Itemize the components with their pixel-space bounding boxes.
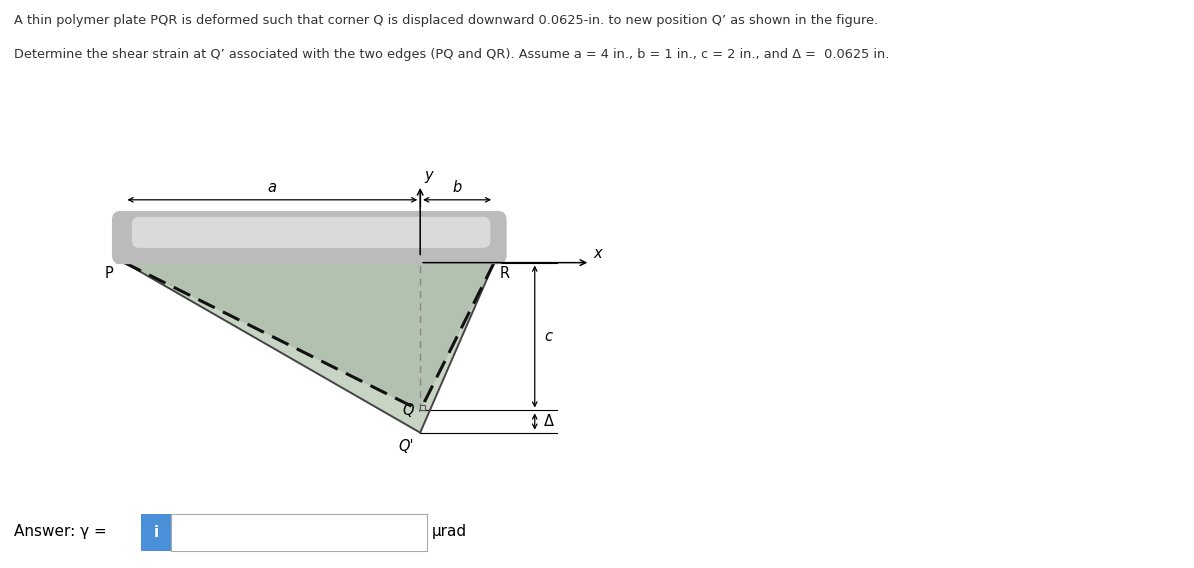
FancyBboxPatch shape xyxy=(131,217,491,248)
Text: Q': Q' xyxy=(399,438,414,454)
FancyBboxPatch shape xyxy=(115,243,504,264)
Polygon shape xyxy=(124,262,494,411)
Text: y: y xyxy=(424,168,432,183)
Text: Q: Q xyxy=(402,403,414,418)
FancyBboxPatch shape xyxy=(112,211,506,264)
Text: a: a xyxy=(267,179,277,195)
Text: μrad: μrad xyxy=(432,524,467,538)
Polygon shape xyxy=(124,262,494,433)
Text: c: c xyxy=(544,329,553,344)
Text: Determine the shear strain at Q’ associated with the two edges (PQ and QR). Assu: Determine the shear strain at Q’ associa… xyxy=(14,48,890,61)
Text: R: R xyxy=(500,266,510,281)
Text: i: i xyxy=(153,525,159,540)
Polygon shape xyxy=(124,262,494,411)
Text: Answer: γ =: Answer: γ = xyxy=(14,524,107,538)
Text: x: x xyxy=(593,246,603,261)
Text: Δ: Δ xyxy=(544,414,554,429)
Polygon shape xyxy=(420,406,425,411)
Text: P: P xyxy=(105,266,113,281)
Text: A thin polymer plate PQR is deformed such that corner Q is displaced downward 0.: A thin polymer plate PQR is deformed suc… xyxy=(14,14,879,27)
Text: b: b xyxy=(453,179,462,195)
